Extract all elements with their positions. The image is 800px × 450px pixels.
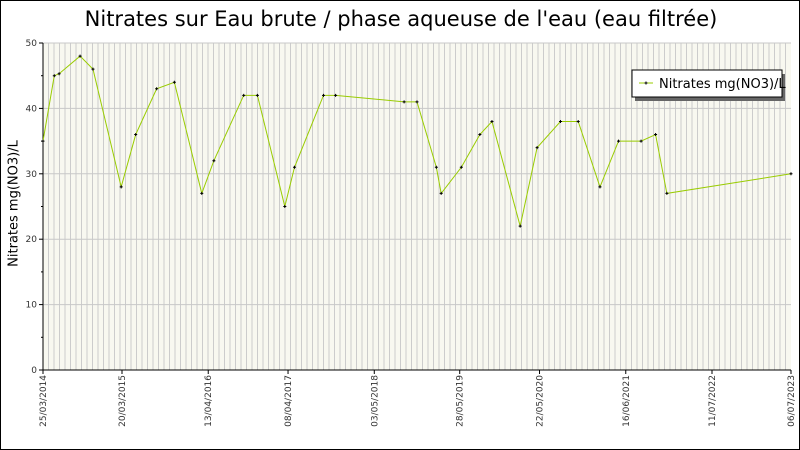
y-tick-label: 40 xyxy=(26,104,38,114)
data-point xyxy=(478,133,482,137)
x-tick-label: 03/05/2018 xyxy=(370,375,380,427)
data-point xyxy=(576,119,580,123)
data-point xyxy=(654,133,658,137)
data-point xyxy=(134,133,138,137)
data-point xyxy=(242,93,246,97)
x-tick-label: 22/05/2020 xyxy=(536,375,546,427)
legend-marker xyxy=(644,81,648,85)
x-tick-label: 08/04/2017 xyxy=(284,375,294,427)
x-tick-label: 28/05/2019 xyxy=(456,375,466,427)
data-point xyxy=(789,172,793,176)
y-tick-label: 20 xyxy=(26,235,38,245)
data-point xyxy=(322,93,325,97)
data-point xyxy=(598,185,602,189)
data-point xyxy=(57,72,61,76)
chart-title: Nitrates sur Eau brute / phase aqueuse d… xyxy=(84,7,718,31)
data-point xyxy=(200,191,204,195)
x-tick-label: 11/07/2022 xyxy=(708,375,718,427)
y-tick-label: 0 xyxy=(31,366,37,376)
data-point xyxy=(617,139,621,143)
data-point xyxy=(155,87,159,91)
y-tick-label: 50 xyxy=(26,39,38,49)
data-point xyxy=(212,159,216,163)
data-point xyxy=(78,54,82,58)
data-point xyxy=(665,191,669,195)
y-tick-label: 30 xyxy=(26,170,38,180)
data-point xyxy=(283,205,287,208)
data-point xyxy=(41,139,45,143)
data-point xyxy=(558,119,562,123)
data-point xyxy=(334,93,338,97)
data-point xyxy=(172,80,176,84)
legend-box xyxy=(631,69,783,98)
data-point xyxy=(459,165,463,169)
data-point xyxy=(439,191,443,195)
data-point xyxy=(119,185,123,189)
data-point xyxy=(518,224,522,228)
data-point xyxy=(415,100,419,104)
data-point xyxy=(91,67,95,71)
x-tick-label: 06/07/2023 xyxy=(787,375,797,427)
data-point xyxy=(402,100,406,104)
x-tick-label: 13/04/2016 xyxy=(204,375,214,427)
y-tick-label: 10 xyxy=(26,301,38,311)
x-tick-label: 20/03/2015 xyxy=(118,375,128,427)
series-line xyxy=(42,55,792,227)
data-point xyxy=(639,139,643,143)
data-point xyxy=(490,119,494,123)
data-point xyxy=(434,165,438,169)
data-point xyxy=(52,74,56,78)
legend-label: Nitrates mg(NO3)/L xyxy=(659,77,786,92)
data-point xyxy=(255,93,259,97)
data-point xyxy=(535,146,539,150)
x-tick-label: 25/03/2014 xyxy=(39,375,49,427)
x-tick-label: 16/06/2021 xyxy=(622,375,632,427)
data-point xyxy=(292,165,296,169)
